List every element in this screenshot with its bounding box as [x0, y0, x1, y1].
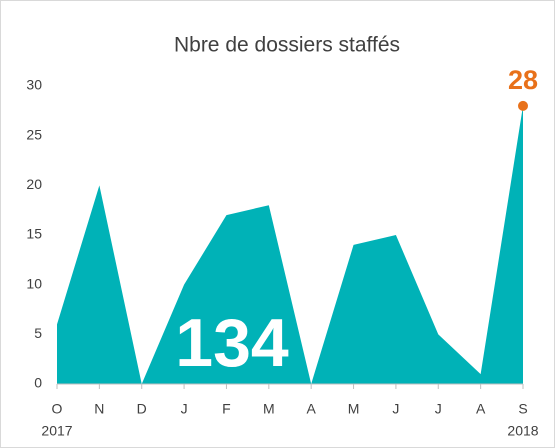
x-year-label: 2017 [41, 423, 72, 439]
x-tick-label: F [222, 401, 231, 417]
y-tick-label: 25 [26, 126, 42, 142]
x-tick-label: D [137, 401, 147, 417]
chart-title: Nbre de dossiers staffés [174, 34, 400, 57]
x-year-label: 2018 [507, 423, 538, 439]
highlight-point [518, 100, 528, 111]
y-tick-label: 15 [26, 226, 42, 242]
x-tick-label: M [263, 401, 275, 417]
x-tick-label: A [307, 401, 317, 417]
x-tick-label: J [435, 401, 442, 417]
y-tick-label: 20 [26, 176, 42, 192]
value-label: 28 [508, 65, 538, 95]
x-tick-label: O [52, 401, 63, 417]
y-tick-label: 10 [26, 275, 42, 291]
x-tick-label: J [392, 401, 399, 417]
x-tick-label: A [476, 401, 486, 417]
annotation: 134 [175, 305, 289, 381]
x-tick-label: M [348, 401, 360, 417]
area [57, 105, 523, 384]
x-tick-label: N [94, 401, 104, 417]
y-tick-label: 5 [34, 325, 42, 341]
x-tick-label: S [518, 401, 527, 417]
x-tick-label: J [181, 401, 188, 417]
y-tick-label: 30 [26, 77, 42, 93]
y-tick-label: 0 [34, 375, 42, 391]
